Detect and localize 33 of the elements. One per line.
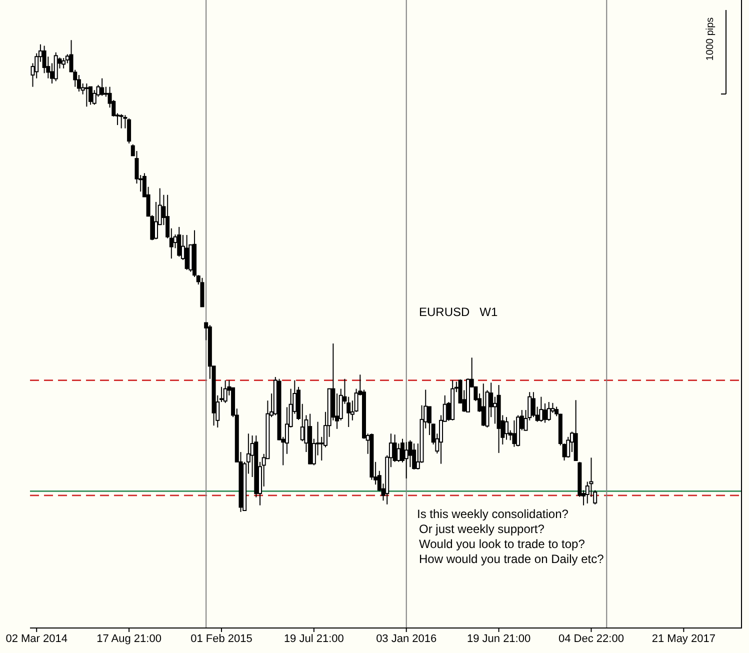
x-tick-label: 03 Jan 2016	[376, 632, 437, 645]
annotation: Is this weekly consolidation?	[417, 507, 570, 522]
candlestick	[54, 52, 58, 82]
candlestick	[127, 118, 132, 144]
candlestick	[100, 78, 104, 96]
candlestick	[88, 86, 93, 106]
candlestick	[84, 83, 89, 108]
text: How would you trade on Daily etc?	[419, 552, 604, 567]
candlestick	[543, 402, 548, 424]
candlestick	[412, 443, 416, 470]
candlestick	[504, 416, 508, 440]
x-tick-label: 19 Jun 21:00	[466, 632, 531, 645]
annotation: 1000 pips	[705, 16, 717, 63]
x-tick-label: 01 Feb 2015	[190, 632, 252, 645]
text: Would you look to trade to top?	[419, 537, 586, 552]
x-tick-label: 21 May 2017	[652, 632, 716, 645]
candlestick	[119, 114, 124, 129]
x-tick-label: 19 Jul 21:00	[284, 632, 344, 645]
candlestick	[396, 443, 401, 462]
x-tick-label: 02 Mar 2014	[6, 632, 68, 645]
candlestick	[546, 401, 551, 422]
x-tick-label: 04 Dec 22:00	[558, 632, 624, 645]
candlestick	[154, 201, 158, 240]
candlestick	[539, 396, 544, 422]
text: EURUSD W1	[419, 305, 498, 319]
x-tick-label: 17 Aug 21:00	[96, 632, 162, 645]
candlestick	[177, 226, 182, 258]
candlestick	[531, 392, 536, 418]
candlestick	[62, 58, 66, 69]
text: Or just weekly support?	[419, 522, 546, 537]
candlestick	[223, 380, 228, 404]
candlestick	[404, 442, 408, 479]
candlestick	[512, 420, 516, 448]
